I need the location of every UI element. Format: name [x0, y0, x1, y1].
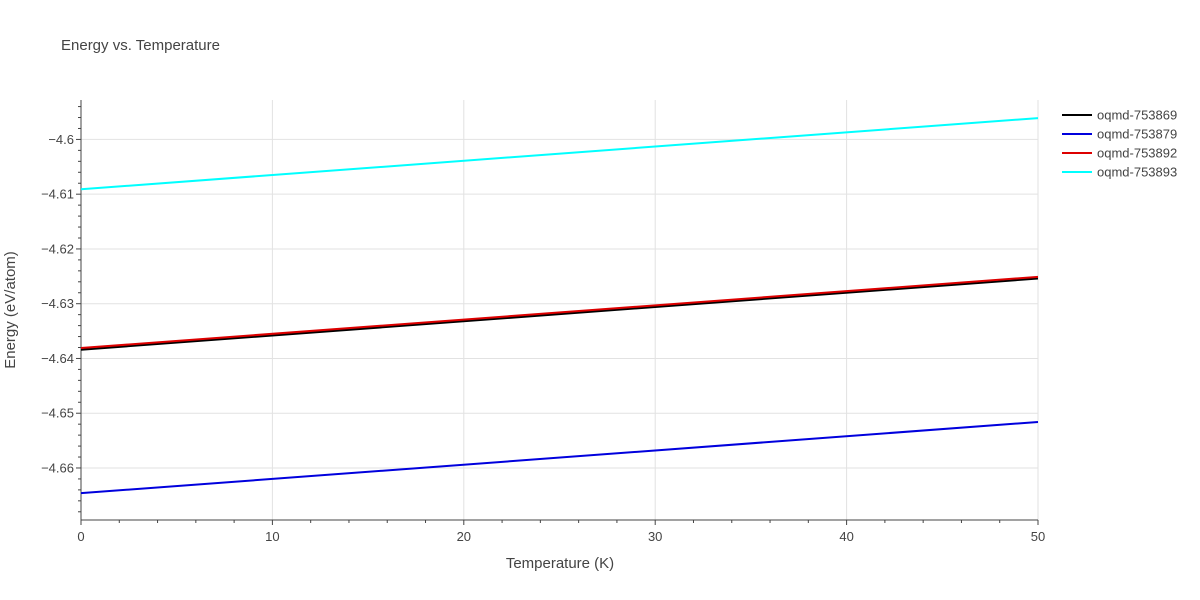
y-tick-label: −4.65 — [41, 406, 74, 421]
x-tick-label: 30 — [648, 529, 662, 544]
legend-label: oqmd-753869 — [1097, 108, 1177, 123]
x-tick-label: 0 — [77, 529, 84, 544]
x-tick-label: 50 — [1031, 529, 1045, 544]
x-tick-label: 10 — [265, 529, 279, 544]
y-tick-label: −4.6 — [48, 132, 74, 147]
legend: oqmd-753869 oqmd-753879 oqmd-753892 oqmd-75… — [1062, 108, 1177, 180]
series-line-oqmd-753879 — [80, 420, 1039, 495]
chart-title: Energy vs. Temperature — [61, 37, 220, 54]
series-line-oqmd-753892 — [80, 275, 1039, 350]
y-tick-label: −4.62 — [41, 241, 74, 256]
x-tick-label: 20 — [457, 529, 471, 544]
legend-label: oqmd-753892 — [1097, 146, 1177, 161]
y-axis-title: Energy (eV/atom) — [2, 251, 19, 369]
axes — [76, 100, 1039, 525]
series-line-oqmd-753869 — [80, 277, 1039, 351]
x-axis-ticks: 0 10 20 30 40 50 — [77, 529, 1045, 544]
y-tick-label: −4.64 — [41, 351, 74, 366]
grid — [81, 100, 1039, 520]
y-tick-label: −4.66 — [41, 460, 74, 475]
y-axis-ticks: −4.66 −4.65 −4.64 −4.63 −4.62 −4.61 −4.6 — [41, 132, 74, 476]
x-tick-label: 40 — [839, 529, 853, 544]
series-line-oqmd-753893 — [80, 117, 1039, 191]
series-lines — [80, 117, 1039, 495]
legend-label: oqmd-753893 — [1097, 165, 1177, 180]
y-tick-label: −4.61 — [41, 187, 74, 202]
x-axis-title: Temperature (K) — [506, 555, 614, 572]
legend-label: oqmd-753879 — [1097, 127, 1177, 142]
y-tick-label: −4.63 — [41, 296, 74, 311]
